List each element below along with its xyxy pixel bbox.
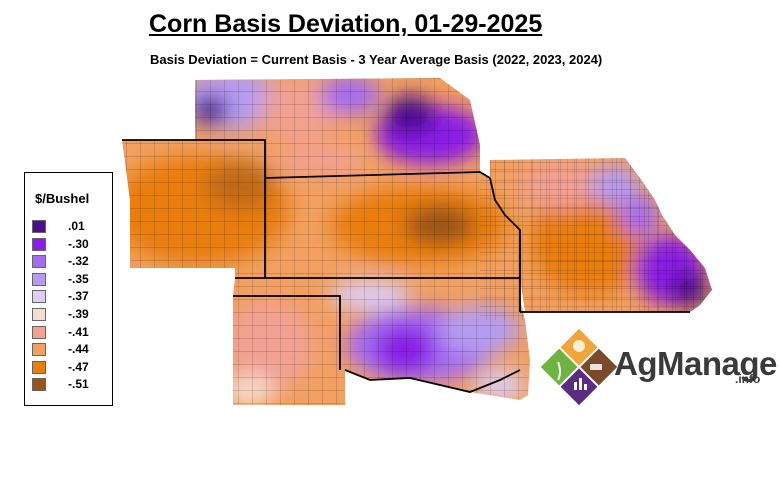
legend-swatch [32, 378, 46, 392]
legend-title: $/Bushel [35, 191, 90, 206]
legend-swatch [32, 237, 46, 251]
legend-item: -.47 [32, 360, 110, 377]
legend-label: -.51 [68, 377, 89, 392]
legend-item: -.41 [32, 325, 110, 342]
legend-swatch [32, 308, 46, 321]
logo-icon [540, 328, 618, 406]
legend-item: -.32 [32, 254, 110, 271]
legend-label: -.37 [68, 289, 89, 304]
legend-swatch [32, 343, 46, 357]
legend-label: -.39 [68, 307, 89, 321]
agmanager-logo [538, 326, 768, 408]
logo-text: AgManager [614, 345, 779, 382]
legend-item: -.35 [32, 272, 110, 289]
legend-item: -.44 [32, 342, 110, 359]
legend-item: .01 [32, 219, 110, 236]
legend-item: -.30 [32, 237, 110, 254]
legend-label: -.47 [68, 359, 89, 374]
legend-label: -.44 [68, 342, 89, 357]
legend-swatch [32, 220, 46, 233]
legend-swatch [32, 325, 46, 339]
map-subtitle: Basis Deviation = Current Basis - 3 Year… [150, 52, 603, 67]
legend-label: -.35 [68, 271, 89, 286]
legend-label: .01 [68, 219, 85, 233]
legend-item: -.39 [32, 307, 110, 324]
legend-item: -.37 [32, 289, 110, 306]
legend: $/Bushel .01 -.30 -.32 -.35 -.37 -.39 -.41 -.44… [24, 172, 113, 406]
legend-swatch [32, 255, 46, 269]
legend-item: -.51 [32, 377, 110, 394]
logo-suffix: .info [735, 372, 761, 386]
legend-swatch [32, 290, 46, 304]
legend-swatch [32, 272, 46, 286]
state-borders [122, 139, 690, 393]
legend-label: -.32 [68, 254, 89, 269]
map-title: Corn Basis Deviation, 01-29-2025 [149, 10, 543, 38]
legend-swatch [32, 360, 46, 374]
legend-label: -.41 [68, 324, 89, 339]
legend-label: -.30 [68, 236, 89, 251]
